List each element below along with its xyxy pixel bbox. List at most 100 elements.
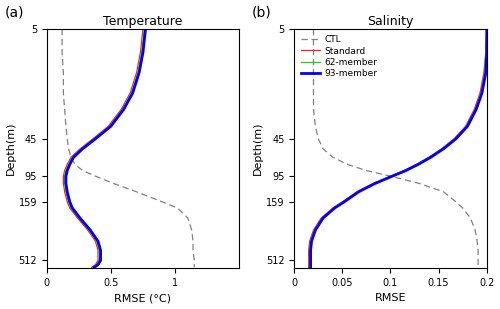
93-member [308,263,314,267]
93-member [308,239,314,243]
93-member [453,137,459,141]
Standard [426,155,432,159]
CTL [475,258,481,262]
62-member [306,263,312,267]
93-member [416,163,422,166]
62-member [484,27,490,31]
Standard [306,258,312,262]
CTL [460,206,466,210]
Line: 93-member: 93-member [310,29,487,267]
62-member [478,91,484,95]
CTL [310,91,316,95]
93-member [312,228,318,232]
Standard [354,190,360,194]
Text: (a): (a) [4,6,24,19]
93-member [372,182,378,185]
CTL [475,263,481,267]
CTL [453,200,459,204]
93-member [342,200,347,204]
62-member [306,265,312,269]
Line: CTL: CTL [314,29,478,267]
Standard [477,91,483,95]
CTL [474,239,480,243]
CTL [330,155,336,159]
CTL [312,125,318,128]
62-member [388,174,394,178]
Title: Salinity: Salinity [368,15,414,28]
Standard [462,125,468,128]
CTL [475,248,481,252]
62-member [472,108,478,111]
X-axis label: RMSE (°C): RMSE (°C) [114,294,172,303]
Standard [438,147,444,151]
CTL [310,108,316,111]
62-member [482,71,488,75]
CTL [310,71,316,75]
62-member [402,169,408,172]
Standard [481,71,487,75]
Text: (b): (b) [252,6,272,19]
CTL [316,137,322,141]
93-member [308,248,314,252]
93-member [464,125,470,128]
93-member [390,174,396,178]
62-member [452,137,458,141]
Standard [310,228,316,232]
CTL [472,228,478,232]
Title: Temperature: Temperature [104,15,182,28]
Line: 62-member: 62-member [310,29,487,267]
Line: Standard: Standard [308,29,487,267]
62-member [312,228,318,232]
CTL [440,190,446,194]
Standard [483,51,489,54]
93-member [479,91,485,95]
Standard [370,182,376,185]
Standard [306,263,312,267]
62-member [340,200,346,204]
62-member [306,258,312,262]
93-member [308,258,314,262]
Standard [306,239,312,243]
93-member [473,108,479,111]
62-member [330,206,336,210]
Standard [471,108,477,111]
CTL [475,265,481,269]
CTL [364,169,370,172]
CTL [310,27,316,31]
62-member [355,190,361,194]
93-member [403,169,409,172]
93-member [484,51,490,54]
Standard [306,248,312,252]
Standard [306,265,312,269]
CTL [344,163,350,166]
93-member [308,265,314,269]
Standard [388,174,394,178]
CTL [388,174,394,178]
CTL [310,51,316,54]
93-member [356,190,362,194]
93-member [320,216,326,220]
CTL [468,216,473,220]
Standard [401,169,407,172]
Standard [414,163,420,166]
62-member [414,163,420,166]
62-member [464,125,469,128]
Standard [318,216,324,220]
CTL [320,147,326,151]
62-member [319,216,325,220]
93-member [440,147,446,151]
62-member [308,239,314,243]
93-member [332,206,338,210]
Standard [484,27,490,31]
Y-axis label: Depth(m): Depth(m) [253,122,263,176]
Standard [330,206,336,210]
CTL [416,182,422,185]
Y-axis label: Depth(m): Depth(m) [6,122,16,176]
93-member [428,155,434,159]
Standard [451,137,457,141]
62-member [483,51,489,54]
93-member [484,27,490,31]
Standard [340,200,345,204]
62-member [440,147,446,151]
Legend: CTL, Standard, 62-member, 93-member: CTL, Standard, 62-member, 93-member [298,34,379,80]
